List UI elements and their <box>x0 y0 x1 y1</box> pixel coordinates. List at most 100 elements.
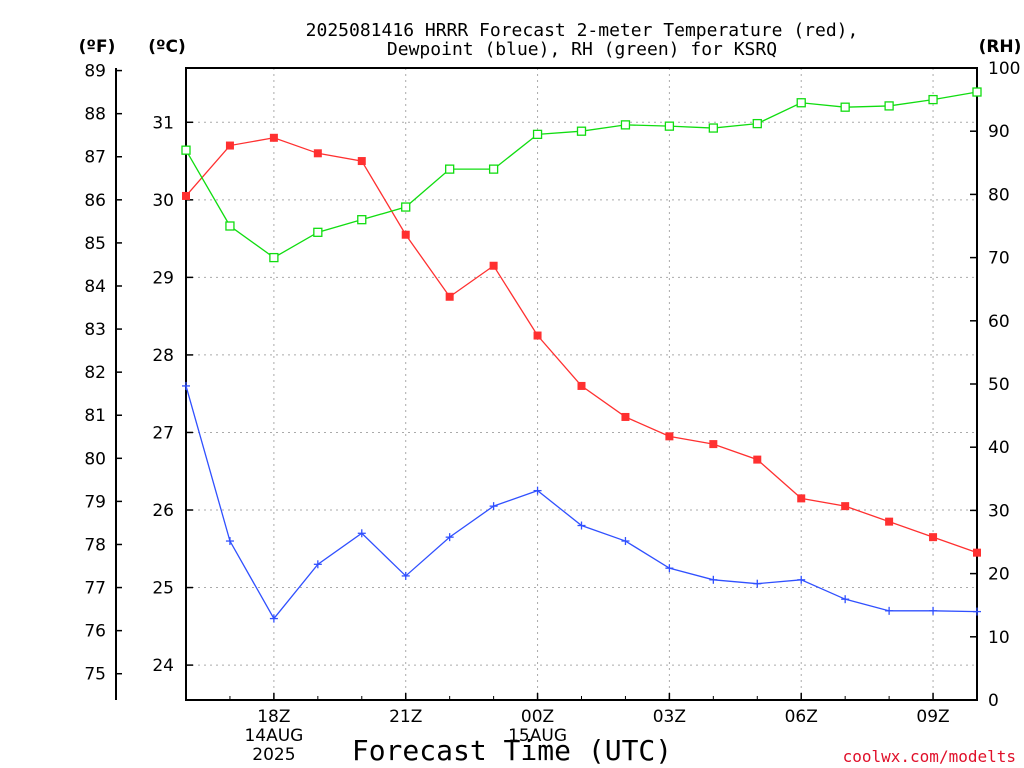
temperature-point <box>577 381 586 390</box>
fahrenheit-tick-label: 85 <box>84 234 106 254</box>
rh-point <box>840 102 850 112</box>
rh-tick-label: 100 <box>988 59 1020 79</box>
chart-subtitle: Dewpoint (blue), RH (green) for KSRQ <box>387 39 777 60</box>
temperature-point <box>797 494 806 503</box>
rh-tick-label: 70 <box>988 249 1010 269</box>
temperature-point <box>973 548 981 557</box>
fahrenheit-tick-label: 75 <box>84 665 106 685</box>
temperature-point <box>929 533 938 542</box>
rh-tick-label: 60 <box>988 312 1010 332</box>
series-layer <box>181 87 982 623</box>
rh-tick-label: 80 <box>988 185 1010 205</box>
rh-point <box>752 118 762 129</box>
fahrenheit-tick-label: 88 <box>84 105 106 125</box>
rh-tick-label: 0 <box>988 691 999 711</box>
x-tick-sublabel: 2025 <box>252 745 295 765</box>
celsius-tick-label: 24 <box>152 656 174 676</box>
dewpoint-point <box>929 606 938 615</box>
rh-point <box>796 98 806 108</box>
fahrenheit-tick-label: 76 <box>84 622 106 642</box>
celsius-tick-label: 29 <box>152 268 174 288</box>
rh-axis-unit: (RH) <box>979 37 1022 57</box>
rh-tick-label: 20 <box>988 565 1010 585</box>
fahrenheit-tick-label: 82 <box>84 363 106 383</box>
rh-tick-label: 10 <box>988 628 1010 648</box>
temperature-point <box>445 292 454 301</box>
x-axis-title: Forecast Time (UTC) <box>352 734 672 767</box>
rh-point <box>357 215 367 225</box>
dewpoint-point <box>401 571 410 580</box>
dewpoint-point <box>753 579 762 588</box>
rh-tick-label: 50 <box>988 375 1010 395</box>
celsius-tick-label: 28 <box>152 346 174 366</box>
dewpoint-point <box>225 537 234 546</box>
dewpoint-point <box>489 502 498 511</box>
temperature-point <box>753 455 762 464</box>
dewpoint-point <box>709 575 718 584</box>
dewpoint-point <box>577 521 586 530</box>
rh-point <box>576 126 587 136</box>
dewpoint-point <box>357 529 366 538</box>
temperature-point <box>841 502 850 511</box>
rh-tick-label: 30 <box>988 501 1010 521</box>
site-credit-link[interactable]: coolwx.com/modelts <box>843 747 1016 766</box>
rh-point <box>972 87 982 97</box>
dewpoint-point <box>665 564 674 573</box>
fahrenheit-tick-label: 81 <box>84 406 106 426</box>
rh-point <box>269 252 279 263</box>
fahrenheit-tick-label: 89 <box>84 62 106 82</box>
chart-title: 2025081416 HRRR Forecast 2-meter Tempera… <box>306 20 859 41</box>
rh-tick-label: 40 <box>988 438 1010 458</box>
celsius-tick-label: 31 <box>152 113 174 133</box>
rh-point <box>401 202 411 212</box>
celsius-tick-label: 25 <box>152 579 174 599</box>
temperature-point <box>225 141 234 150</box>
celsius-tick-label: 27 <box>152 423 174 443</box>
temperature-point <box>665 432 674 441</box>
axes: 75 76 77 78 79 80 81 82 83 84 85 86 87 88 89 24 25 26 27 28… <box>84 59 1020 765</box>
rh-point <box>532 129 543 140</box>
dewpoint-point <box>182 381 190 390</box>
dewpoint-point <box>885 606 894 615</box>
fahrenheit-tick-label: 84 <box>84 277 106 297</box>
dewpoint-point <box>269 614 278 623</box>
temperature-point <box>489 261 498 270</box>
fahrenheit-tick-label: 79 <box>84 492 106 512</box>
x-tick-label: 03Z <box>653 707 686 727</box>
temperature-point <box>357 157 366 166</box>
x-tick-label: 00Z <box>521 707 554 727</box>
x-tick-label: 09Z <box>916 707 949 727</box>
dewpoint-point <box>841 595 850 604</box>
rh-point <box>313 227 323 237</box>
rh-tick-label: 90 <box>988 122 1010 142</box>
dewpoint-point <box>313 560 322 569</box>
dewpoint-point <box>533 486 542 495</box>
temperature-point <box>533 331 542 340</box>
rh-point <box>708 123 718 133</box>
x-tick-label: 18Z <box>257 707 290 727</box>
fahrenheit-axis-unit: (ºF) <box>79 37 116 57</box>
rh-point <box>884 101 894 111</box>
rh-point <box>928 94 938 105</box>
temperature-point <box>621 412 630 421</box>
rh-point <box>488 164 499 174</box>
dewpoint-point <box>621 537 630 546</box>
temperature-point <box>885 517 894 526</box>
temperature-point <box>709 440 718 449</box>
fahrenheit-tick-label: 80 <box>84 449 106 469</box>
rh-point <box>225 221 235 231</box>
rh-point <box>620 120 631 130</box>
celsius-axis-unit: (ºC) <box>148 37 186 57</box>
dewpoint-point <box>797 575 806 584</box>
celsius-tick-label: 26 <box>152 501 174 521</box>
fahrenheit-tick-label: 78 <box>84 535 106 555</box>
dewpoint-point <box>445 533 454 542</box>
x-tick-label: 06Z <box>785 707 818 727</box>
rh-point <box>445 164 455 174</box>
rh-point <box>664 121 675 131</box>
dewpoint-point <box>973 607 981 616</box>
fahrenheit-tick-label: 86 <box>84 191 106 211</box>
x-tick-label: 21Z <box>389 707 422 727</box>
